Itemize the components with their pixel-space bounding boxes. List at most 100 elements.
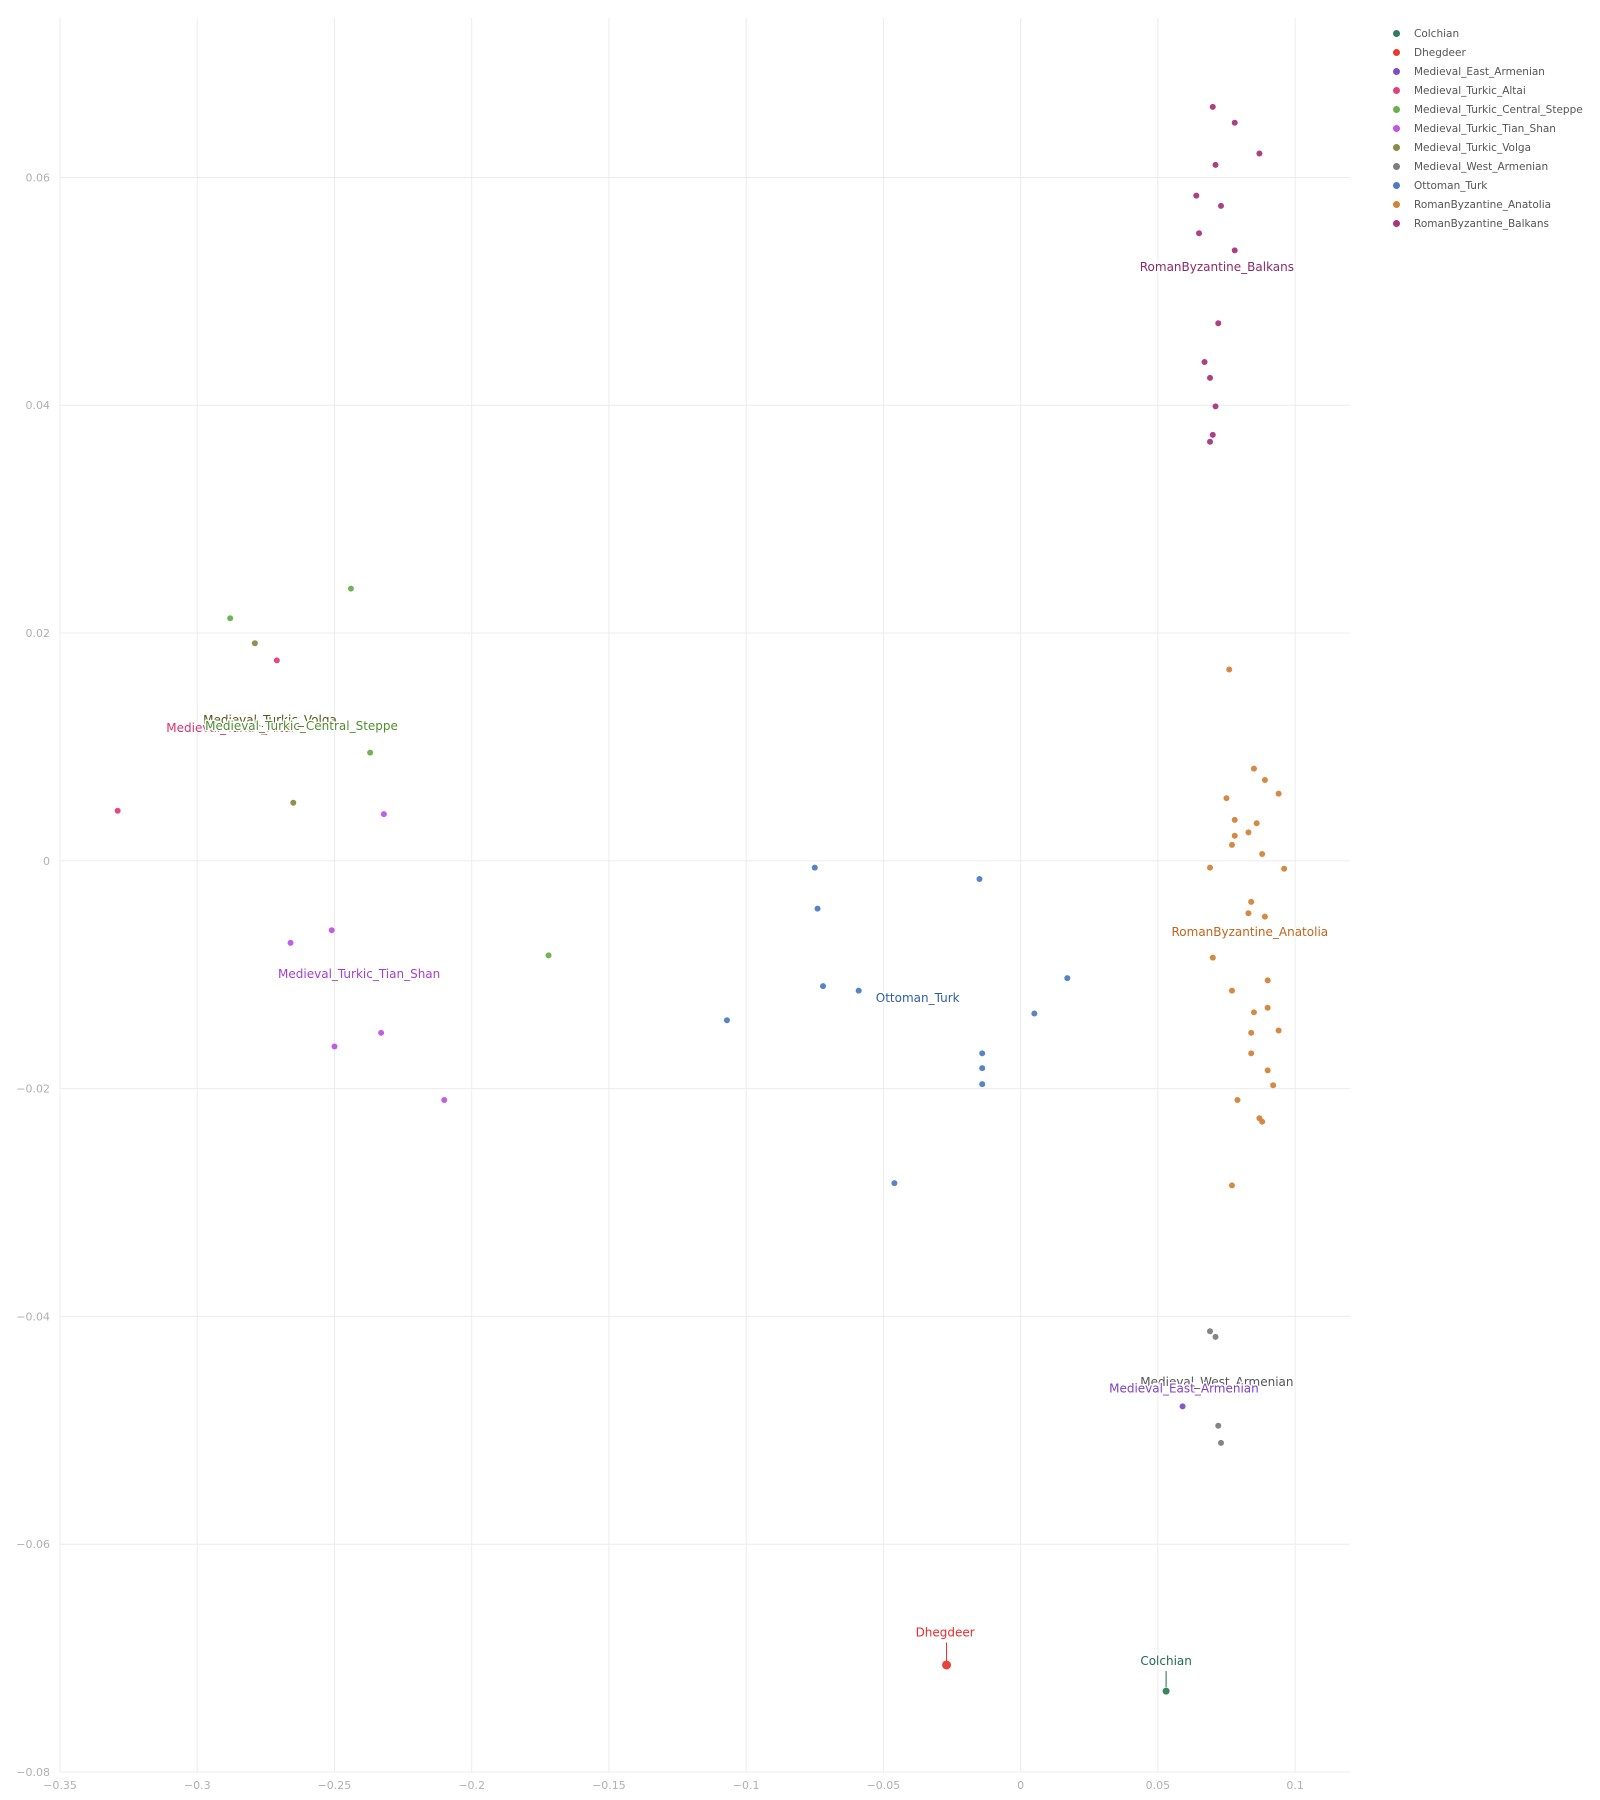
point-romanbyzantine-balkans — [1218, 202, 1224, 209]
point-romanbyzantine-balkans — [1212, 403, 1219, 410]
legend-marker — [1393, 125, 1400, 132]
point-romanbyzantine-anatolia — [1207, 864, 1214, 871]
point-ottoman-turk — [1031, 1010, 1038, 1017]
annotation-medieval-turkic-volga: Medieval_Turkic_Volga — [203, 713, 337, 727]
legend-marker — [1393, 182, 1400, 189]
point-romanbyzantine-anatolia — [1231, 832, 1238, 839]
point-ottoman-turk — [820, 983, 827, 990]
legend-item-medieval-west-armenian[interactable]: Medieval_West_Armenian — [1390, 157, 1583, 176]
point-ottoman-turk — [855, 987, 862, 994]
point-romanbyzantine-balkans — [1215, 320, 1222, 327]
point-romanbyzantine-anatolia — [1261, 776, 1268, 783]
point-romanbyzantine-anatolia — [1264, 1067, 1271, 1074]
legend-label: RomanByzantine_Balkans — [1414, 217, 1549, 230]
legend-marker — [1393, 30, 1400, 37]
legend-item-ottoman-turk[interactable]: Ottoman_Turk — [1390, 176, 1583, 195]
point-romanbyzantine-balkans — [1201, 358, 1208, 365]
y-tick-label: −0.02 — [16, 1083, 50, 1096]
point-romanbyzantine-anatolia — [1281, 865, 1288, 872]
point-ottoman-turk — [976, 876, 983, 883]
point-medieval-turkic-tian-shan — [331, 1043, 338, 1050]
point-romanbyzantine-balkans — [1231, 119, 1238, 126]
point-medieval-east-armenian — [1179, 1403, 1186, 1410]
point-medieval-turkic-tian-shan — [380, 811, 387, 818]
x-tick-label: 0.05 — [1146, 1779, 1171, 1792]
point-romanbyzantine-anatolia — [1248, 1050, 1255, 1057]
x-axis: −0.35 −0.3 −0.25 −0.2 −0.15 −0.1 −0.05 0 0.05 0.1 — [43, 1779, 1304, 1792]
point-romanbyzantine-balkans — [1207, 374, 1214, 381]
point-medieval-turkic-tian-shan — [328, 927, 335, 934]
legend-label: Medieval_Turkic_Tian_Shan — [1414, 122, 1556, 135]
point-ottoman-turk — [723, 1017, 730, 1024]
point-romanbyzantine-anatolia — [1231, 816, 1238, 823]
point-medieval-turkic-central-steppe — [545, 952, 552, 959]
y-tick-label: −0.04 — [16, 1310, 50, 1323]
point-ottoman-turk — [814, 905, 821, 912]
legend-marker — [1393, 144, 1400, 151]
point-romanbyzantine-anatolia — [1228, 987, 1235, 994]
legend-label: Ottoman_Turk — [1414, 179, 1488, 192]
x-tick-label: −0.15 — [592, 1779, 626, 1792]
x-tick-label: −0.35 — [43, 1779, 77, 1792]
point-medieval-turkic-altai — [114, 807, 121, 814]
x-tick-label: −0.1 — [733, 1779, 760, 1792]
y-tick-label: 0.02 — [26, 627, 51, 640]
annotation-romanbyzantine-anatolia: RomanByzantine_Anatolia — [1171, 925, 1328, 939]
legend-item-medieval-turkic-volga[interactable]: Medieval_Turkic_Volga — [1390, 138, 1583, 157]
y-tick-label: 0.06 — [26, 171, 51, 184]
point-medieval-turkic-tian-shan — [441, 1097, 448, 1104]
legend-item-romanbyzantine-anatolia[interactable]: RomanByzantine_Anatolia — [1390, 195, 1583, 214]
point-medieval-turkic-tian-shan — [287, 939, 294, 946]
legend-item-medieval-east-armenian[interactable]: Medieval_East_Armenian — [1390, 62, 1583, 81]
point-ottoman-turk — [979, 1081, 986, 1088]
point-romanbyzantine-anatolia — [1264, 977, 1271, 984]
legend-item-medieval-turkic-central-steppe[interactable]: Medieval_Turkic_Central_Steppe — [1390, 100, 1583, 119]
point-romanbyzantine-anatolia — [1261, 913, 1268, 920]
point-romanbyzantine-anatolia — [1264, 1004, 1271, 1011]
legend-item-romanbyzantine-balkans[interactable]: RomanByzantine_Balkans — [1390, 214, 1583, 233]
point-romanbyzantine-anatolia — [1245, 910, 1252, 917]
point-medieval-west-armenian — [1215, 1422, 1222, 1429]
legend-marker — [1393, 163, 1400, 170]
point-romanbyzantine-anatolia — [1275, 790, 1282, 797]
point-romanbyzantine-anatolia — [1209, 954, 1216, 961]
point-romanbyzantine-balkans — [1209, 431, 1216, 438]
point-ottoman-turk — [891, 1180, 898, 1187]
point-romanbyzantine-anatolia — [1223, 795, 1230, 802]
point-romanbyzantine-balkans — [1196, 230, 1203, 237]
data-points — [114, 103, 1288, 1695]
point-romanbyzantine-anatolia — [1275, 1027, 1282, 1034]
point-romanbyzantine-anatolia — [1253, 820, 1260, 827]
point-romanbyzantine-anatolia — [1248, 898, 1255, 905]
point-romanbyzantine-anatolia — [1226, 666, 1233, 673]
legend-item-medieval-turkic-altai[interactable]: Medieval_Turkic_Altai — [1390, 81, 1583, 100]
point-medieval-turkic-volga — [251, 640, 258, 647]
point-romanbyzantine-anatolia — [1270, 1082, 1277, 1089]
point-medieval-turkic-central-steppe — [367, 749, 374, 756]
point-romanbyzantine-anatolia — [1228, 1182, 1235, 1189]
y-tick-label: −0.06 — [16, 1538, 50, 1551]
legend-item-colchian[interactable]: Colchian — [1390, 24, 1583, 43]
legend-item-dhegdeer[interactable]: Dhegdeer — [1390, 43, 1583, 62]
annotation-medieval-turkic-tian-shan: Medieval_Turkic_Tian_Shan — [278, 967, 440, 981]
legend-marker — [1393, 87, 1400, 94]
legend: Colchian Dhegdeer Medieval_East_Armenian Me… — [1390, 24, 1583, 233]
annotation-medieval-west-armenian: Medieval_West_Armenian — [1140, 1375, 1293, 1389]
annotations: RomanByzantine_Balkans Medieval_Turkic_Vo… — [165, 258, 1330, 1688]
x-tick-label: 0.1 — [1286, 1779, 1304, 1792]
legend-item-medieval-turkic-tian-shan[interactable]: Medieval_Turkic_Tian_Shan — [1390, 119, 1583, 138]
point-ottoman-turk — [1064, 975, 1071, 982]
annotation-medieval-turkic-altai: Medieval_Turkic_Altai — [166, 721, 294, 735]
point-colchian — [1162, 1687, 1170, 1695]
annotation-medieval-turkic-central-steppe: Medieval_Turkic_Central_Steppe — [205, 719, 398, 733]
point-romanbyzantine-anatolia — [1245, 829, 1252, 836]
legend-marker — [1393, 49, 1400, 56]
point-romanbyzantine-balkans — [1256, 150, 1263, 157]
annotation-ottoman-turk: Ottoman_Turk — [876, 991, 960, 1005]
point-romanbyzantine-anatolia — [1259, 1118, 1266, 1125]
point-romanbyzantine-balkans — [1231, 247, 1238, 254]
point-romanbyzantine-balkans — [1193, 192, 1200, 199]
legend-label: Medieval_Turkic_Altai — [1414, 84, 1526, 97]
point-dhegdeer — [942, 1660, 952, 1670]
